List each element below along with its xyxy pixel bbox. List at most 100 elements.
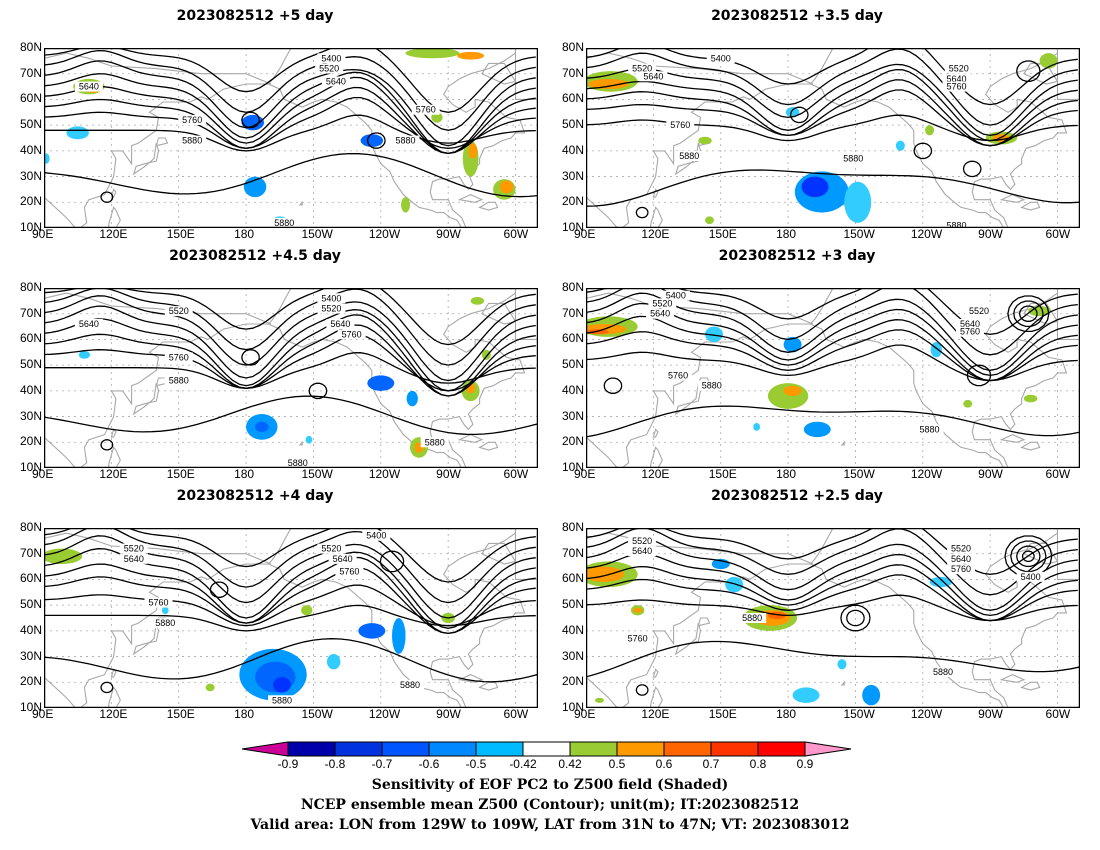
z500-contour: [1018, 305, 1038, 322]
contour-label-bg: [1016, 571, 1045, 582]
lon-tick-label: 120E: [99, 227, 128, 241]
lat-tick-label: 40N: [561, 382, 584, 397]
colorbar-tick-label: -0.8: [325, 757, 346, 771]
sensitivity-shading: [78, 351, 91, 359]
z500-contour: [586, 640, 1080, 678]
z500-contour: [241, 111, 260, 129]
colorbar-swatch: [710, 741, 759, 757]
contour-label: 5520: [951, 544, 971, 554]
z500-contour: [209, 581, 229, 598]
z500-contour: [44, 114, 536, 152]
coastline: [132, 382, 160, 416]
coastline: [110, 668, 117, 678]
sensitivity-shading: [44, 153, 50, 164]
sensitivity-shading: [783, 385, 802, 396]
sensitivity-shading: [205, 683, 215, 692]
contour-label-bg: [738, 613, 767, 623]
sensitivity-shading: [360, 134, 384, 147]
map-background: [586, 528, 1080, 708]
lon-tick-label: 150W: [301, 227, 333, 241]
z500-contour: [586, 405, 1080, 438]
lon-tick-label: 90W: [436, 467, 461, 481]
lat-tick-label: 50N: [561, 597, 584, 612]
z500-contour: [586, 537, 1078, 611]
contour-label: 5760: [670, 120, 690, 130]
coastline: [674, 382, 702, 416]
sensitivity-shading: [837, 659, 847, 670]
z500-contour: [586, 553, 1078, 617]
coastline: [1023, 62, 1059, 85]
panel-plus-4-5-day: 2023082512 +4.5 day 5400 5520 5520 5640 5640…: [0, 248, 538, 481]
contour-label: 5520: [321, 304, 341, 314]
contour-label-bg: [178, 115, 207, 125]
contour-label: 5520: [169, 306, 189, 316]
z500-contour: [379, 550, 405, 573]
z500-contour: [44, 288, 536, 366]
sensitivity-shading: [705, 216, 714, 225]
sensitivity-shading: [588, 78, 629, 90]
contour-label: 5520: [319, 64, 339, 74]
lat-tick-label: 70N: [561, 305, 584, 320]
lat-tick-label: 80N: [19, 520, 42, 534]
coastline: [514, 48, 538, 100]
lat-tick-label: 10N: [561, 460, 584, 474]
contour-label-bg: [74, 319, 103, 329]
sensitivity-shading: [785, 107, 800, 118]
contour-label-bg: [839, 153, 868, 164]
lat-tick-label: 70N: [19, 305, 42, 320]
lat-tick-label: 40N: [19, 622, 42, 637]
contour-label-bg: [411, 104, 440, 115]
lat-tick-label: 60N: [561, 571, 584, 586]
lat-tick-label: 30N: [19, 168, 42, 183]
colorbar-tick-label: 0.6: [656, 757, 673, 771]
sensitivity-shading: [594, 697, 604, 703]
sensitivity-shading: [801, 176, 829, 198]
contour-label: 5880: [155, 618, 175, 628]
panel-title: 2023082512 +4 day: [176, 488, 334, 504]
colorbar-tick-label: -0.7: [372, 757, 393, 771]
z500-contour: [586, 68, 1078, 142]
lat-tick-label: 60N: [19, 331, 42, 346]
panel-title: 2023082512 +4.5 day: [169, 248, 341, 264]
z500-contour: [241, 349, 260, 366]
lat-tick-label: 50N: [561, 117, 584, 132]
lat-tick-label: 20N: [561, 674, 584, 689]
colorbar-swatch: [475, 741, 524, 757]
contour-label-bg: [946, 564, 975, 575]
lat-tick-label: 80N: [19, 280, 42, 294]
lon-tick-label: 120E: [99, 467, 128, 481]
z500-contour: [586, 48, 1078, 126]
lat-tick-label: 30N: [561, 408, 584, 423]
contour-label-bg: [955, 319, 984, 329]
contour-label-bg: [326, 319, 355, 329]
coastline: [107, 686, 121, 708]
contour-label: 5400: [666, 291, 686, 301]
lat-tick-label: 30N: [561, 648, 584, 663]
sensitivity-shading: [1023, 394, 1038, 403]
contour-label-bg: [946, 553, 975, 564]
sensitivity-shading: [803, 421, 831, 438]
contour-label: 5880: [274, 218, 294, 228]
lat-tick-label: 60N: [561, 331, 584, 346]
lat-tick-label: 80N: [561, 520, 584, 534]
z500-contour: [44, 152, 538, 198]
contour-label-bg: [942, 220, 971, 228]
coastline: [514, 288, 538, 340]
sensitivity-shading: [367, 375, 395, 391]
contour-label: 5520: [949, 64, 969, 74]
contour-label-bg: [337, 329, 366, 340]
coastline: [514, 528, 538, 580]
contour-label: 5640: [946, 74, 966, 84]
coastline: [1056, 288, 1080, 340]
sensitivity-shading: [705, 326, 723, 342]
sensitivity-shading: [725, 576, 744, 593]
coastline: [652, 668, 659, 678]
lat-tick-label: 20N: [19, 434, 42, 449]
map-frame: [44, 48, 538, 228]
lat-tick-label: 70N: [561, 65, 584, 80]
contour-label: 5760: [339, 567, 359, 577]
sensitivity-shading: [470, 297, 485, 305]
z500-contour: [966, 364, 992, 387]
